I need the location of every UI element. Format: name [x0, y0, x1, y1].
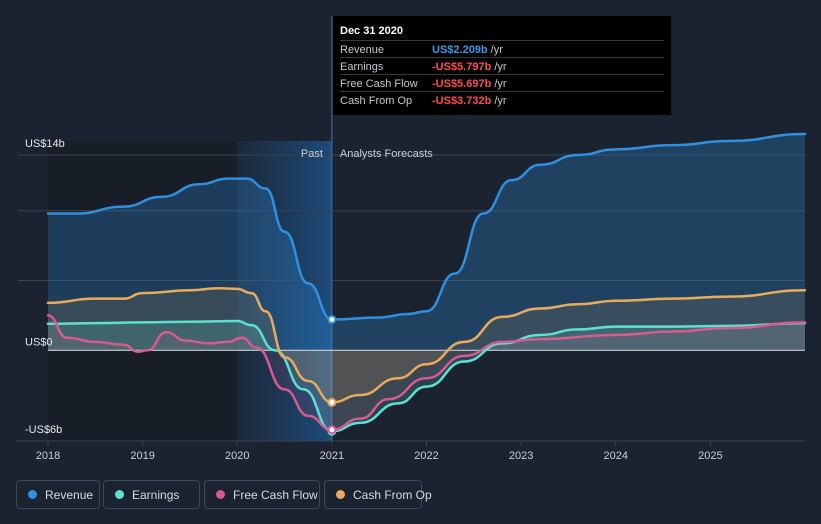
legend-dot-icon — [216, 490, 225, 499]
x-tick-label: 2019 — [130, 450, 154, 462]
tooltip-row-free-cash-flow: Free Cash Flow -US$5.697b/yr — [340, 74, 664, 92]
series-area-cash-from-op — [48, 288, 805, 403]
legend-dot-icon — [28, 490, 37, 499]
tooltip-label: Cash From Op — [340, 95, 413, 107]
series-line-earnings — [46, 319, 807, 433]
legend-label: Earnings — [132, 488, 180, 502]
x-tick-label: 2020 — [225, 450, 249, 462]
data-point-marker — [327, 397, 337, 407]
x-tick-label: 2021 — [320, 450, 344, 462]
tooltip-row-earnings: Earnings -US$5.797b/yr — [340, 57, 664, 75]
legend-label: Free Cash Flow — [233, 488, 318, 502]
y-axis-top-label: US$14b — [25, 138, 65, 150]
tooltip-value: -US$5.797b/yr — [432, 61, 507, 73]
x-tick-label: 2024 — [604, 450, 628, 462]
forecast-label: Analysts Forecasts — [340, 148, 433, 160]
tooltip-title: Dec 31 2020 — [340, 25, 403, 37]
legend-label: Cash From Op — [353, 488, 432, 502]
tooltip-row-cash-from-op: Cash From Op -US$3.732b/yr — [340, 91, 664, 109]
tooltip: Dec 31 2020 Revenue US$2.209b/yr Earning… — [333, 16, 671, 115]
y-axis-bottom-label: -US$6b — [25, 424, 62, 436]
data-point-marker — [327, 314, 337, 324]
legend-label: Revenue — [45, 488, 94, 502]
legend-item-free-cash-flow[interactable]: Free Cash Flow — [204, 480, 320, 509]
series-line-revenue — [46, 132, 807, 321]
y-axis-zero-label: US$0 — [25, 336, 53, 348]
tooltip-value: US$2.209b/yr — [432, 44, 503, 56]
legend-dot-icon — [336, 490, 345, 499]
x-tick-label: 2023 — [509, 450, 533, 462]
tooltip-label: Revenue — [340, 44, 385, 56]
series-area-free-cash-flow — [48, 315, 805, 430]
past-label: Past — [301, 148, 323, 160]
legend-item-earnings[interactable]: Earnings — [103, 480, 200, 509]
series-area-revenue — [48, 134, 805, 351]
x-tick-label: 2022 — [414, 450, 438, 462]
x-tick-label: 2018 — [36, 450, 60, 462]
legend-dot-icon — [115, 490, 124, 499]
legend-item-cash-from-op[interactable]: Cash From Op — [324, 480, 432, 509]
tooltip-value: -US$3.732b/yr — [432, 95, 507, 107]
tooltip-value: -US$5.697b/yr — [432, 78, 507, 90]
tooltip-label: Free Cash Flow — [340, 78, 418, 90]
series-line-free-cash-flow — [46, 314, 807, 432]
tooltip-label: Earnings — [340, 61, 384, 73]
x-tick-label: 2025 — [698, 450, 722, 462]
tooltip-row-revenue: Revenue US$2.209b/yr — [340, 40, 664, 58]
series-area-earnings — [48, 321, 805, 432]
legend-item-revenue[interactable]: Revenue — [16, 480, 100, 509]
past-region — [48, 141, 238, 441]
data-point-marker — [327, 425, 337, 435]
